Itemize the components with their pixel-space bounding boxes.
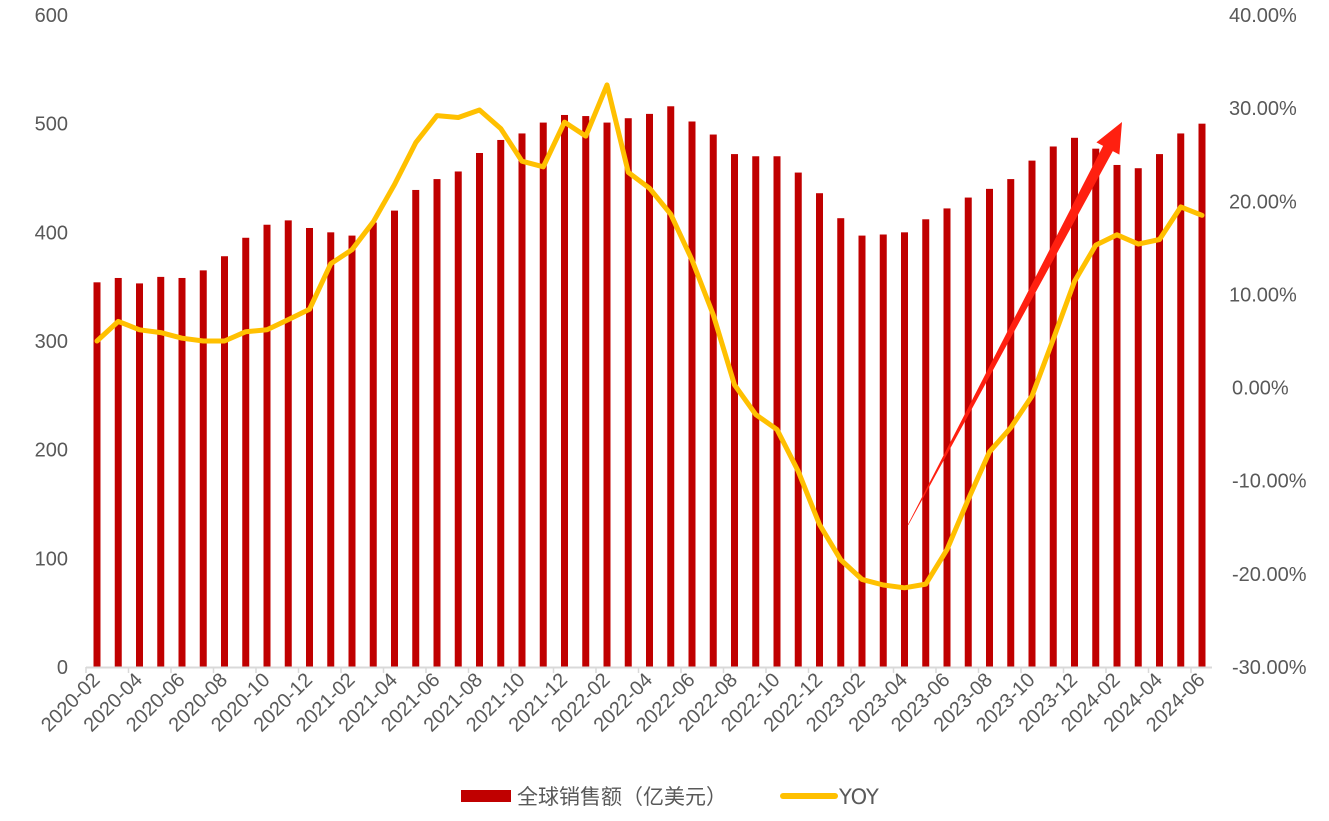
bar xyxy=(263,224,271,667)
bar xyxy=(709,134,717,668)
bar xyxy=(1177,133,1185,668)
bar xyxy=(284,220,292,667)
bar xyxy=(136,283,143,667)
bar xyxy=(624,118,632,667)
bar xyxy=(497,139,505,667)
bar xyxy=(306,227,313,667)
left-axis-tick-label: 600 xyxy=(35,5,68,27)
bar xyxy=(1156,154,1163,668)
bar xyxy=(667,106,675,667)
bar xyxy=(539,122,547,667)
left-axis-tick-label: 100 xyxy=(35,548,68,570)
yoy-polyline xyxy=(94,82,1205,591)
bar xyxy=(348,235,356,668)
right-axis-tick-label: 40.00% xyxy=(1229,5,1297,27)
bar xyxy=(1113,164,1121,667)
left-axis-tick-label: 300 xyxy=(35,331,68,353)
left-axis-tick-label: 0 xyxy=(57,657,68,679)
bar xyxy=(518,133,526,668)
right-axis-tick-label: 10.00% xyxy=(1229,284,1297,306)
bar xyxy=(327,232,335,668)
bar xyxy=(1071,137,1078,667)
bar xyxy=(1049,146,1057,667)
bar xyxy=(454,171,462,668)
bar xyxy=(646,113,653,668)
bar xyxy=(964,197,972,667)
legend-label-sales: 全球销售额（亿美元） xyxy=(517,785,727,809)
legend: 全球销售额（亿美元） YOY xyxy=(461,785,879,809)
x-axis: 2020-022020-042020-062020-082020-102020-… xyxy=(37,666,1212,736)
bar xyxy=(1028,160,1036,667)
left-axis-tick-label: 200 xyxy=(35,440,68,462)
legend-label-yoy: YOY xyxy=(838,785,879,809)
bar xyxy=(114,277,122,667)
left-axis-tick-label: 500 xyxy=(35,114,68,136)
bar xyxy=(157,276,165,667)
line-series-yoy xyxy=(94,82,1205,591)
right-axis-tick-label: -10.00% xyxy=(1232,471,1307,493)
bar xyxy=(986,188,993,667)
bar xyxy=(858,235,866,668)
bar xyxy=(879,234,887,668)
legend-item-sales: 全球销售额（亿美元） xyxy=(461,785,727,809)
bar xyxy=(731,154,738,668)
bar xyxy=(582,116,590,667)
right-y-axis: -30.00% -20.00% -10.00% 0.00% 10.00% 20.00% 30… xyxy=(1229,5,1307,679)
bar xyxy=(922,219,930,667)
bar xyxy=(242,237,250,667)
bar xyxy=(773,156,781,667)
bar xyxy=(1092,148,1100,667)
bar xyxy=(433,179,441,667)
left-axis-tick-label: 400 xyxy=(35,222,68,244)
right-axis-tick-label: -20.00% xyxy=(1232,564,1307,586)
bar xyxy=(221,256,228,667)
bar xyxy=(688,121,696,667)
legend-swatch-bar xyxy=(461,790,511,802)
bar xyxy=(1134,168,1142,667)
bar xyxy=(93,282,101,667)
trend-arrow-icon xyxy=(907,122,1122,526)
right-axis-tick-label: 30.00% xyxy=(1229,98,1297,120)
bar xyxy=(369,222,377,667)
bar xyxy=(199,270,207,667)
legend-item-yoy: YOY xyxy=(780,785,879,809)
bar-series-global-sales xyxy=(93,106,1206,668)
right-axis-tick-label: 20.00% xyxy=(1229,191,1297,213)
bar xyxy=(816,193,823,668)
bar xyxy=(794,172,802,668)
bar xyxy=(901,232,908,668)
right-axis-tick-label: 0.00% xyxy=(1232,378,1289,400)
arrow-shape xyxy=(907,122,1122,526)
bar xyxy=(561,114,568,668)
bar xyxy=(1007,179,1015,667)
bar xyxy=(178,277,186,667)
left-y-axis: 0 100 200 300 400 500 600 xyxy=(35,5,68,679)
bar xyxy=(603,122,611,667)
right-axis-tick-label: -30.00% xyxy=(1232,657,1307,679)
bar xyxy=(837,218,845,667)
bar xyxy=(943,208,951,667)
bar xyxy=(1198,123,1206,667)
bar xyxy=(476,153,483,668)
bar xyxy=(391,210,398,667)
bar xyxy=(412,189,420,667)
